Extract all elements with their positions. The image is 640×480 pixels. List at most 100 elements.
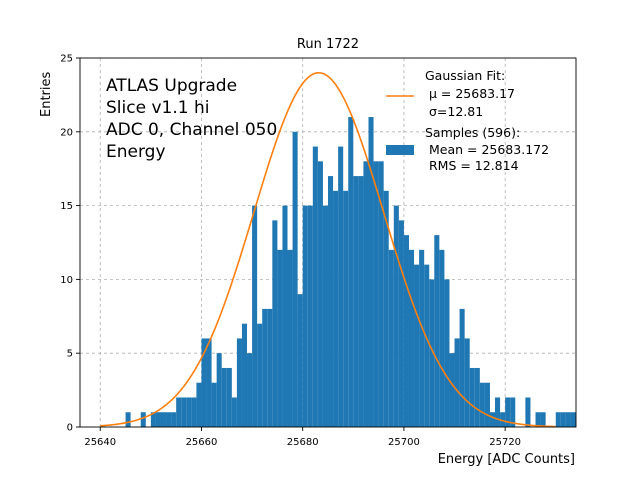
histogram-bars xyxy=(125,117,576,428)
x-tick-label: 25680 xyxy=(287,437,319,448)
histogram-bar xyxy=(333,190,339,427)
histogram-bar xyxy=(231,397,237,427)
x-axis-ticks: 25640 25660 25680 25700 25720 xyxy=(84,427,521,448)
histogram-bar xyxy=(125,412,131,427)
histogram-bar xyxy=(358,176,364,427)
histogram-bar xyxy=(282,205,288,427)
y-tick-label: 0 xyxy=(67,423,73,434)
y-axis-label: Entries xyxy=(39,71,54,117)
histogram-bar xyxy=(383,190,389,427)
histogram-bar xyxy=(424,264,430,427)
annotation-line-slice: Slice v1.1 hi xyxy=(106,98,209,118)
x-tick-label: 25640 xyxy=(84,437,116,448)
x-tick-label: 25700 xyxy=(388,437,420,448)
x-tick-label: 25720 xyxy=(489,437,521,448)
y-tick-label: 25 xyxy=(60,54,73,65)
histogram-bar xyxy=(186,397,192,427)
histogram-bar xyxy=(196,382,202,427)
histogram-bar xyxy=(429,279,435,427)
histogram-bar xyxy=(201,338,207,427)
annotation-line-channel: ADC 0, Channel 050 xyxy=(106,120,277,140)
histogram-bar xyxy=(403,235,409,427)
histogram-bar xyxy=(363,161,369,427)
histogram-bar xyxy=(140,412,146,427)
x-axis-label: Energy [ADC Counts] xyxy=(438,452,575,467)
histogram-bar xyxy=(454,338,460,427)
gaussian-fit-curve xyxy=(100,71,556,428)
histogram-bar xyxy=(570,412,576,427)
plot-frame xyxy=(79,57,577,428)
histogram-bar xyxy=(267,308,273,427)
histogram-bar xyxy=(408,249,415,427)
histogram-bar xyxy=(555,412,561,427)
histogram-bar xyxy=(373,161,379,427)
y-tick-label: 10 xyxy=(60,275,73,286)
y-axis-ticks: 0 5 10 15 20 25 xyxy=(60,54,80,434)
histogram-bar xyxy=(540,412,546,427)
histogram-bar xyxy=(277,249,283,427)
histogram-bar xyxy=(343,190,349,427)
histogram-bar xyxy=(257,323,263,427)
histogram-bar xyxy=(353,176,359,427)
histogram-bar xyxy=(150,412,156,427)
histogram-bar xyxy=(206,338,212,427)
legend-samples-swatch xyxy=(386,145,414,155)
x-tick-label: 25660 xyxy=(186,437,218,448)
histogram-bar xyxy=(171,412,177,427)
histogram-bar xyxy=(348,117,354,427)
annotation-box: ATLAS Upgrade Slice v1.1 hi ADC 0, Chann… xyxy=(106,76,277,162)
histogram-bar xyxy=(338,146,344,427)
legend-samples-rms: RMS = 12.814 xyxy=(425,158,519,173)
histogram-bar xyxy=(287,249,293,427)
legend-samples-title: Samples (596): xyxy=(425,125,520,140)
legend-fit-sigma: σ=12.81 xyxy=(425,104,483,119)
histogram-bar xyxy=(328,176,334,427)
histogram-bar xyxy=(393,205,399,427)
histogram-bar xyxy=(434,235,440,427)
legend-fit-mu: μ = 25683.17 xyxy=(425,86,515,101)
histogram-bar xyxy=(241,323,248,427)
histogram-bar xyxy=(419,249,425,427)
histogram-bar xyxy=(181,397,187,427)
y-tick-label: 20 xyxy=(60,127,73,138)
histogram-bar xyxy=(262,308,268,427)
histogram-bar xyxy=(535,412,541,427)
histogram-bar xyxy=(176,397,182,427)
histogram-bar xyxy=(444,279,450,427)
histogram-bar xyxy=(221,367,227,427)
y-tick-label: 15 xyxy=(60,201,73,212)
histogram-bar xyxy=(368,117,374,427)
histogram-bar xyxy=(191,397,197,427)
histogram-bar xyxy=(378,161,384,427)
histogram-bar xyxy=(388,249,394,427)
histogram-bar xyxy=(439,249,445,427)
histogram-bar xyxy=(565,412,571,427)
histogram-bar xyxy=(414,264,420,427)
histogram-bar xyxy=(484,382,490,427)
histogram-bar xyxy=(459,308,465,427)
histogram-bar xyxy=(312,146,318,427)
histogram-bar xyxy=(474,367,480,427)
legend: Gaussian Fit: μ = 25683.17 σ=12.81 Sampl… xyxy=(386,68,549,173)
y-tick-label: 5 xyxy=(67,349,73,360)
histogram-bar xyxy=(272,220,278,427)
histogram-bar xyxy=(489,412,496,427)
histogram-bar xyxy=(216,353,222,427)
histogram-bar xyxy=(500,412,506,427)
histogram-bar xyxy=(252,205,258,427)
histogram-bar xyxy=(160,412,167,427)
histogram-bar xyxy=(469,367,475,427)
histogram-bar xyxy=(297,294,303,427)
histogram-bar xyxy=(510,397,516,427)
histogram-bar xyxy=(525,397,531,427)
annotation-line-experiment: ATLAS Upgrade xyxy=(106,76,237,96)
chart-title: Run 1722 xyxy=(297,37,359,52)
legend-samples-mean: Mean = 25683.172 xyxy=(425,142,549,157)
histogram-bar xyxy=(449,353,455,427)
histogram-bar xyxy=(307,205,313,427)
histogram-bar xyxy=(495,397,501,427)
histogram-bar xyxy=(317,161,323,427)
histogram-bar xyxy=(166,412,172,427)
legend-fit-title: Gaussian Fit: xyxy=(425,68,505,83)
